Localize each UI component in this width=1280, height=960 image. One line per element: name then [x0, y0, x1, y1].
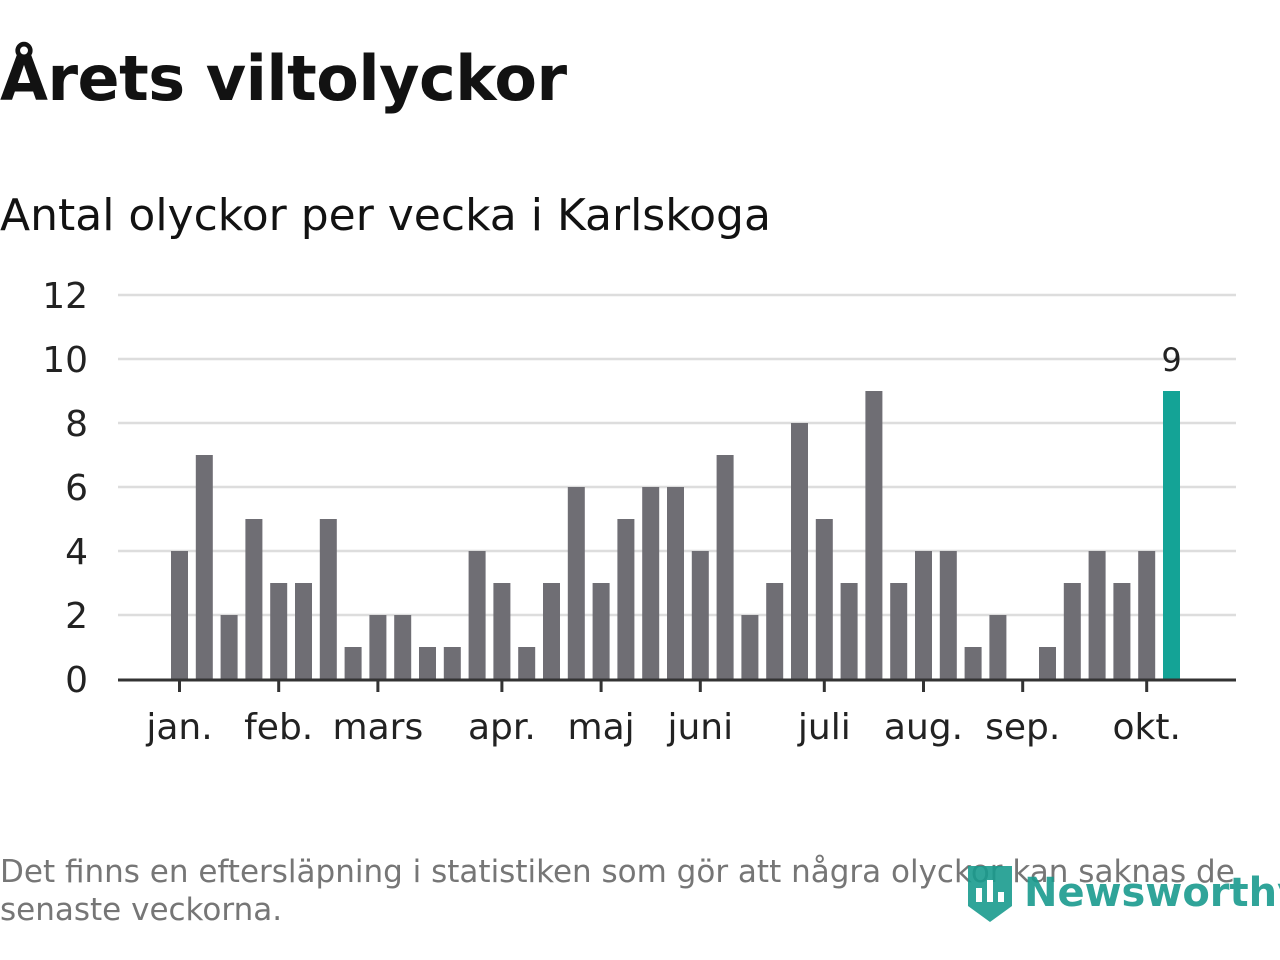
bar [344, 647, 362, 679]
y-tick-label: 4 [65, 532, 88, 573]
bar [716, 455, 734, 679]
x-tick-label: mars [333, 707, 424, 748]
y-tick-label: 10 [42, 340, 88, 381]
bar [964, 647, 982, 679]
footnote-line-2: senaste veckorna. [0, 892, 283, 928]
bar [1088, 551, 1106, 679]
bar [989, 615, 1007, 679]
x-tick-label: aug. [884, 707, 963, 748]
bar [617, 519, 635, 679]
logo-text: Newsworthy [1024, 870, 1280, 916]
bar [270, 583, 288, 679]
bar [890, 583, 908, 679]
x-tick-label: sep. [985, 707, 1060, 748]
bar [220, 615, 238, 679]
bar [642, 487, 660, 679]
bar [518, 647, 536, 679]
bar [468, 551, 486, 679]
x-tick-label: apr. [468, 707, 536, 748]
bar [667, 487, 684, 679]
bar [443, 647, 461, 679]
y-tick-label: 0 [65, 660, 88, 701]
x-tick-label: juli [797, 707, 851, 748]
bar [195, 455, 213, 679]
x-tick-label: feb. [244, 707, 313, 748]
y-tick-label: 6 [65, 468, 88, 509]
bar [815, 519, 833, 679]
bar [567, 487, 585, 679]
footnote: Det finns en eftersläpning i statistiken… [0, 853, 1270, 929]
y-tick-label: 8 [65, 404, 88, 445]
footnote-line-1: Det finns en eftersläpning i statistiken… [0, 854, 1235, 890]
bar [543, 583, 560, 679]
chart-title: Årets viltolyckor [0, 42, 567, 115]
bar-chart: 0 2 4 6 8 10 12 jan. feb. mars apr. maj juni juli aug… [42, 276, 1236, 748]
y-axis-ticks: 0 2 4 6 8 10 12 [42, 276, 88, 701]
bar [369, 615, 387, 679]
bar [493, 583, 511, 679]
x-tick-label: juni [666, 707, 733, 748]
bar [419, 647, 436, 679]
bar [295, 583, 312, 679]
data-labels: 9 [1161, 341, 1181, 379]
x-tick-label: jan. [145, 707, 212, 748]
bar [1113, 583, 1131, 679]
x-tick-label: maj [568, 707, 635, 748]
bar [1063, 583, 1081, 679]
bar [1138, 551, 1156, 679]
x-tick-label: okt. [1112, 707, 1180, 748]
bar [245, 519, 263, 679]
bar [840, 583, 858, 679]
bar-highlight [1163, 391, 1180, 679]
chart-subtitle: Antal olyckor per vecka i Karlskoga [0, 190, 771, 241]
bar [766, 583, 784, 679]
highlight-value-label: 9 [1161, 341, 1181, 379]
y-tick-label: 12 [42, 276, 88, 317]
bar [741, 615, 759, 679]
y-tick-label: 2 [65, 596, 88, 637]
bar [1039, 647, 1056, 679]
bar [939, 551, 957, 679]
newsworthy-logo: Newsworthy [964, 860, 1280, 926]
bar [791, 423, 808, 679]
bar [865, 391, 883, 679]
newsworthy-logo-icon [968, 866, 1012, 922]
bar [915, 551, 932, 679]
bar [592, 583, 610, 679]
bar [394, 615, 412, 679]
bar [171, 551, 188, 679]
bar [319, 519, 337, 679]
bar [691, 551, 709, 679]
x-axis-ticks: jan. feb. mars apr. maj juni juli aug. sep. okt. [145, 680, 1181, 748]
bars [171, 391, 1180, 679]
